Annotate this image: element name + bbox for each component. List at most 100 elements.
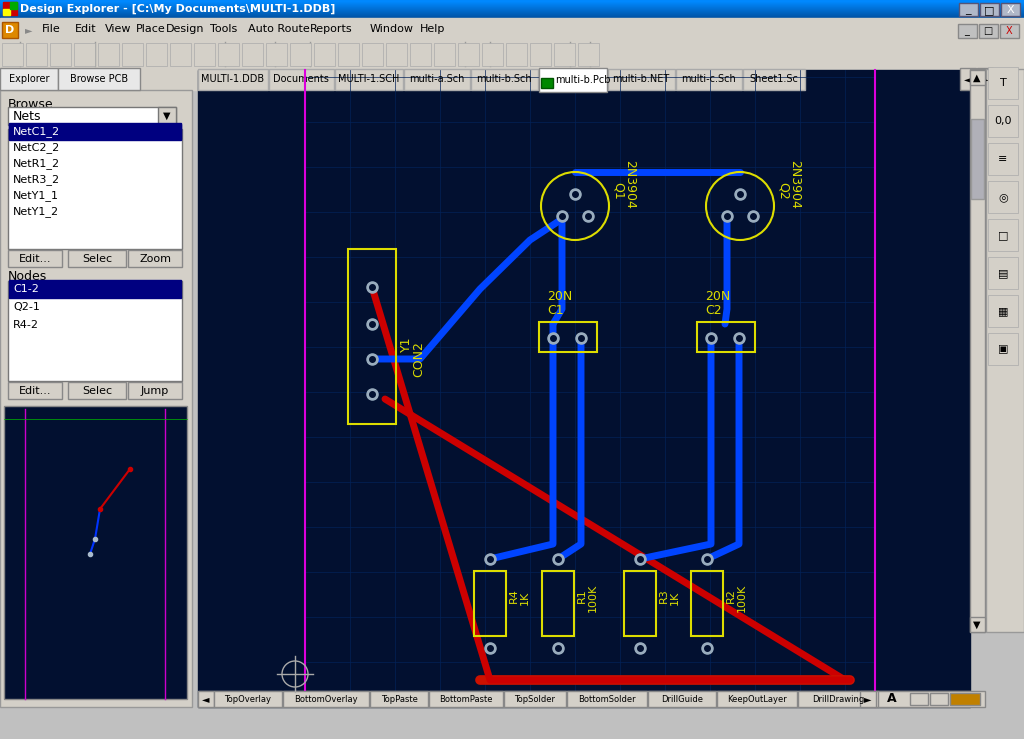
- Bar: [961, 68, 976, 90]
- Bar: [482, 43, 503, 66]
- Bar: [506, 43, 527, 66]
- Bar: [877, 691, 985, 707]
- Bar: [4, 406, 187, 699]
- Bar: [0, 2, 1024, 3]
- Bar: [988, 181, 1018, 213]
- Text: ◄: ◄: [965, 74, 972, 84]
- Text: NetC2_2: NetC2_2: [13, 143, 60, 154]
- Bar: [98, 43, 119, 66]
- Bar: [970, 69, 985, 632]
- Bar: [58, 68, 140, 90]
- Bar: [977, 68, 993, 90]
- Bar: [1001, 3, 1020, 16]
- Bar: [68, 250, 126, 267]
- Text: C1: C1: [547, 304, 563, 316]
- Text: 20N: 20N: [705, 290, 730, 302]
- Bar: [0, 9, 1024, 10]
- Bar: [541, 78, 553, 88]
- Bar: [860, 691, 876, 707]
- Text: Edit...: Edit...: [18, 386, 51, 396]
- Bar: [930, 693, 948, 705]
- Bar: [9, 123, 181, 139]
- Bar: [970, 617, 985, 632]
- Bar: [676, 69, 742, 90]
- Bar: [10, 2, 17, 9]
- Text: C1-2: C1-2: [13, 284, 39, 294]
- Bar: [242, 43, 263, 66]
- Bar: [314, 43, 335, 66]
- Bar: [988, 333, 1018, 365]
- Text: Selec: Selec: [82, 254, 112, 264]
- Bar: [697, 322, 755, 352]
- Text: TopSolder: TopSolder: [514, 695, 555, 704]
- Bar: [214, 691, 282, 707]
- Text: DrillGuide: DrillGuide: [662, 695, 703, 704]
- Text: _: _: [966, 5, 971, 15]
- Text: Q2-1: Q2-1: [13, 302, 40, 312]
- Text: Q1: Q1: [612, 182, 625, 200]
- Bar: [0, 18, 1024, 40]
- Bar: [717, 691, 797, 707]
- Bar: [988, 257, 1018, 289]
- Text: ▼: ▼: [973, 620, 981, 630]
- Text: Browse PCB: Browse PCB: [70, 74, 128, 84]
- Bar: [624, 571, 656, 636]
- Bar: [26, 43, 47, 66]
- Bar: [429, 691, 503, 707]
- Bar: [2, 43, 23, 66]
- Text: multi-b.Pcb: multi-b.Pcb: [555, 75, 610, 85]
- Bar: [0, 13, 1024, 14]
- Bar: [504, 691, 566, 707]
- Bar: [68, 382, 126, 399]
- Bar: [988, 219, 1018, 251]
- Text: 1K: 1K: [520, 591, 530, 605]
- Bar: [370, 691, 428, 707]
- Text: Browse: Browse: [8, 98, 53, 111]
- Bar: [474, 571, 506, 636]
- Text: BottomSolder: BottomSolder: [579, 695, 636, 704]
- Text: ▼: ▼: [163, 111, 171, 121]
- Text: TopPaste: TopPaste: [381, 695, 418, 704]
- Bar: [959, 3, 978, 16]
- Text: multi-c.Sch: multi-c.Sch: [682, 74, 736, 84]
- Bar: [0, 0, 1024, 1]
- Bar: [1000, 24, 1019, 38]
- Bar: [198, 691, 970, 707]
- Bar: [3, 2, 17, 15]
- Text: Jump: Jump: [141, 386, 169, 396]
- Text: Selec: Selec: [82, 386, 112, 396]
- Bar: [458, 43, 479, 66]
- Text: NetR3_2: NetR3_2: [13, 174, 60, 185]
- Bar: [194, 43, 215, 66]
- Text: BottomOverlay: BottomOverlay: [294, 695, 357, 704]
- Text: 20N: 20N: [547, 290, 572, 302]
- Bar: [0, 16, 1024, 17]
- Text: X: X: [1006, 26, 1013, 36]
- Bar: [198, 70, 970, 707]
- Text: Y1: Y1: [400, 336, 413, 352]
- Bar: [0, 40, 1024, 68]
- Bar: [404, 69, 470, 90]
- Bar: [158, 107, 176, 125]
- Text: TopOverlay: TopOverlay: [224, 695, 271, 704]
- Bar: [170, 43, 191, 66]
- Text: C2: C2: [705, 304, 722, 316]
- Bar: [567, 691, 647, 707]
- Text: Reports: Reports: [310, 24, 352, 34]
- Text: Nodes: Nodes: [8, 270, 47, 282]
- Bar: [970, 70, 985, 85]
- Text: NetY1_1: NetY1_1: [13, 191, 59, 202]
- Bar: [9, 124, 181, 140]
- Text: R3: R3: [659, 589, 669, 603]
- Bar: [980, 3, 999, 16]
- Bar: [8, 281, 182, 381]
- Bar: [988, 105, 1018, 137]
- Bar: [0, 11, 1024, 12]
- Bar: [283, 691, 369, 707]
- Text: NetR1_2: NetR1_2: [13, 159, 60, 169]
- Bar: [0, 90, 193, 707]
- Bar: [410, 43, 431, 66]
- Text: X: X: [1007, 5, 1014, 15]
- Bar: [988, 143, 1018, 175]
- Text: multi-a.Sch: multi-a.Sch: [410, 74, 465, 84]
